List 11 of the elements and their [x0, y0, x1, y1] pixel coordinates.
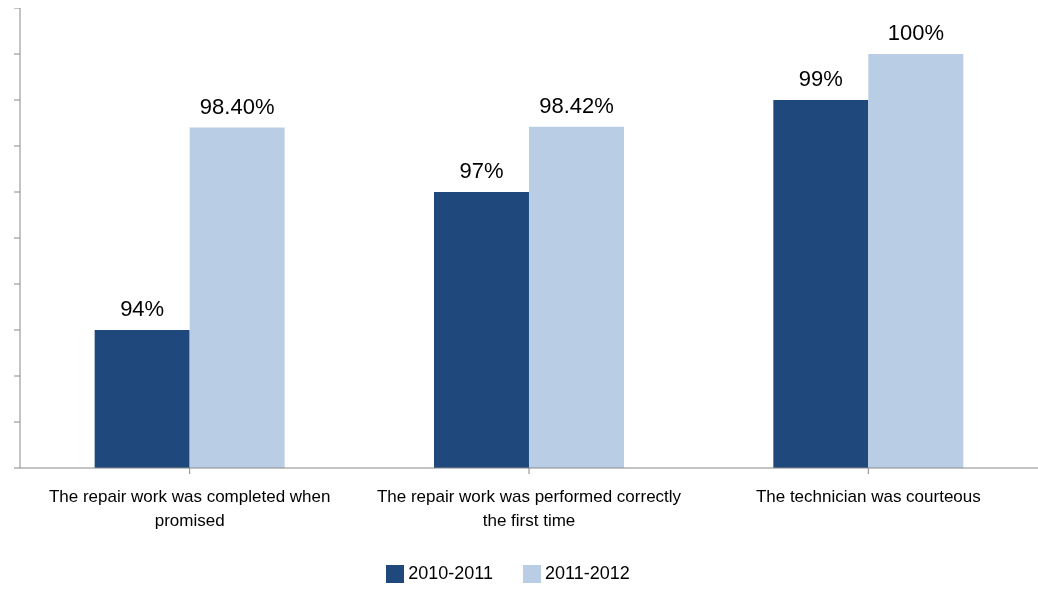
legend-label: 2010-2011: [408, 563, 493, 583]
data-label: 97%: [459, 158, 504, 183]
data-label: 94%: [120, 296, 165, 321]
data-label: 98.40%: [199, 93, 275, 119]
x-tick-label: The repair work was completed when promised: [48, 487, 331, 531]
x-tick-label: The repair work was performed correctly the first time: [376, 487, 682, 531]
x-tick-label: The technician was courteous: [755, 487, 981, 507]
data-label: 99%: [798, 66, 843, 91]
data-label: 100%: [887, 20, 944, 45]
legend-label: 2011-2012: [545, 563, 630, 583]
data-label: 98.42%: [539, 92, 614, 118]
